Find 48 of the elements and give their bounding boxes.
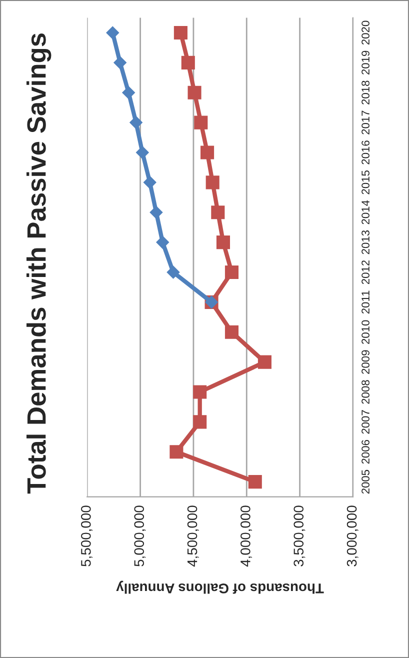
point <box>188 86 202 100</box>
point <box>150 206 163 219</box>
point <box>174 26 188 40</box>
x-tick-label: 4,000,000 <box>240 506 252 567</box>
point <box>166 266 180 279</box>
point <box>193 415 207 429</box>
point <box>122 86 135 100</box>
y-tick-label: 2011 <box>362 290 370 314</box>
point <box>106 26 120 40</box>
point <box>224 265 239 280</box>
x-tick-label: 4,500,000 <box>187 506 199 567</box>
x-tick-label: 3,500,000 <box>294 506 306 566</box>
point <box>194 116 208 130</box>
point <box>206 176 220 190</box>
y-tick-label: 2010 <box>362 320 370 344</box>
y-tick-label: 2019 <box>362 50 370 74</box>
y-tick-label: 2005 <box>362 470 370 494</box>
x-tick-label: 5,000,000 <box>134 506 146 566</box>
point <box>136 146 149 159</box>
point <box>211 206 225 220</box>
y-tick-label: 2017 <box>362 110 370 134</box>
point <box>216 236 230 250</box>
y-tick-label: 2014 <box>362 200 370 224</box>
point <box>143 176 156 189</box>
point <box>193 385 207 399</box>
point <box>258 355 272 369</box>
y-tick-label: 2012 <box>362 260 370 284</box>
x-axis-title: Thousands of Gallons Annually <box>116 580 324 594</box>
point <box>181 56 195 70</box>
y-tick-label: 2006 <box>362 440 370 464</box>
point <box>200 146 214 160</box>
y-tick-label: 2016 <box>362 140 370 164</box>
point <box>130 116 142 129</box>
y-tick-label: 2015 <box>362 170 370 194</box>
point <box>156 236 170 249</box>
y-tick-label: 2013 <box>362 230 370 254</box>
y-tick-label: 2007 <box>362 410 370 434</box>
x-tick-label: 5,500,000 <box>81 506 92 566</box>
point <box>114 56 126 70</box>
point <box>248 475 262 489</box>
text: Total Demands with Passive Savings <box>26 34 52 494</box>
x-tick-label: 3,000,000 <box>346 506 358 566</box>
y-tick-label: 2020 <box>362 20 370 45</box>
y-tick-label: 2018 <box>362 80 370 104</box>
y-tick-label: 2008 <box>362 380 370 404</box>
point <box>224 325 239 339</box>
point <box>170 445 184 459</box>
y-tick-label: 2009 <box>362 350 370 374</box>
